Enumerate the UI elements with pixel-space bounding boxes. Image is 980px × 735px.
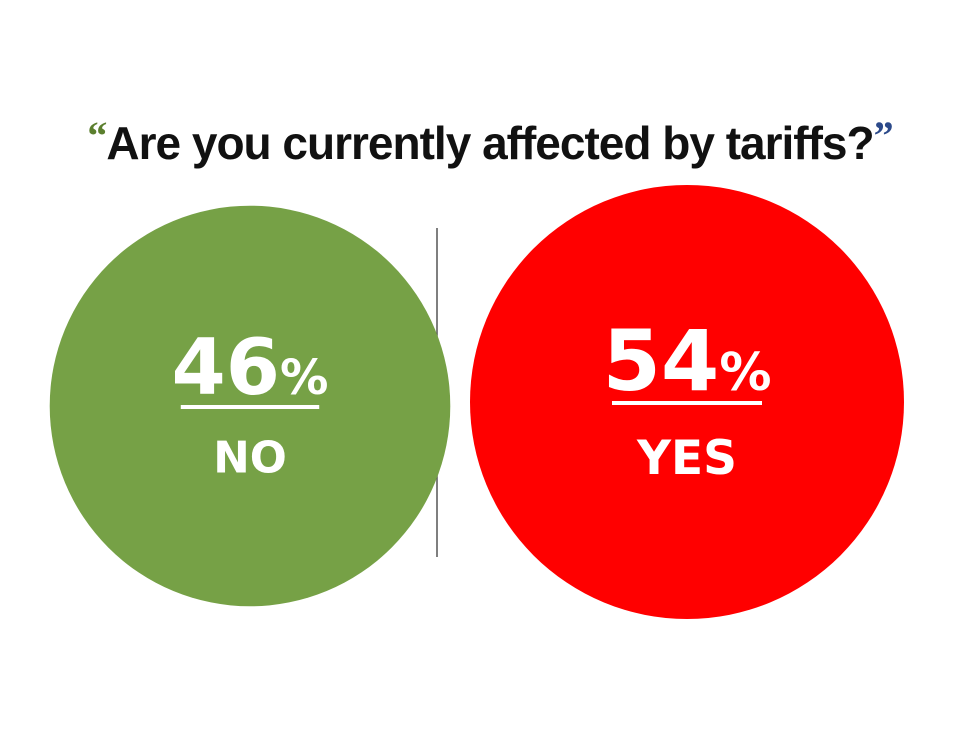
category-label-no: NO xyxy=(213,434,287,484)
close-quote: ” xyxy=(873,113,894,158)
open-quote: “ xyxy=(87,113,107,158)
value-label-yes: 54% xyxy=(602,312,771,410)
chart-title: “Are you currently affected by tariffs?” xyxy=(0,112,980,170)
category-label-yes: YES xyxy=(636,431,737,486)
title-text: Are you currently affected by tariffs? xyxy=(106,117,874,169)
value-label-no: 46% xyxy=(172,323,329,413)
